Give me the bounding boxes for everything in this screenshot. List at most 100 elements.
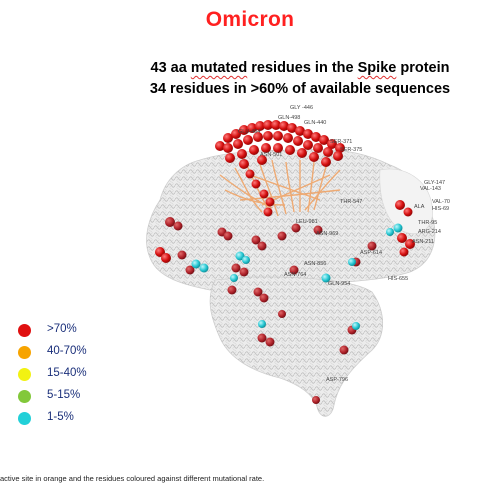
residue-sphere <box>230 274 238 282</box>
surface-lower-mesh <box>210 276 383 417</box>
residue-label: GLN-954 <box>328 281 350 287</box>
residue-sphere <box>321 273 331 283</box>
residue-label: ASN-969 <box>316 231 338 237</box>
residue-sphere <box>215 141 225 151</box>
residue-label: VAL-143 <box>420 186 441 192</box>
residue-label: HIS-655 <box>388 276 408 282</box>
residue-sphere <box>327 139 337 149</box>
strand <box>234 167 263 213</box>
residue-sphere <box>223 231 233 241</box>
residue-label: ALA <box>414 204 425 210</box>
residue-sphere <box>161 253 171 263</box>
residue-sphere <box>277 231 287 241</box>
residue-sphere <box>339 345 349 355</box>
residue-sphere <box>289 265 299 275</box>
residue-sphere <box>185 265 195 275</box>
residue-sphere <box>257 333 267 343</box>
residue-sphere <box>253 287 263 297</box>
legend-label: 1-5% <box>47 411 74 423</box>
strand <box>239 189 341 201</box>
legend-swatch <box>18 390 31 403</box>
residue-label: THR-95 <box>418 220 437 226</box>
residue-sphere <box>258 320 266 328</box>
residue-sphere <box>323 147 333 157</box>
mutation-spheres-scattered <box>155 200 415 404</box>
residue-label: ASN-501 <box>260 152 282 158</box>
strand <box>219 174 273 209</box>
residue-label: GLN-498 <box>278 115 300 121</box>
strand <box>224 189 286 206</box>
residue-sphere <box>223 133 233 143</box>
residue-sphere <box>293 136 303 146</box>
residue-label: LEU-981 <box>296 219 318 225</box>
legend-swatch <box>18 324 31 337</box>
residue-sphere <box>287 123 297 133</box>
residue-sphere <box>313 143 323 153</box>
residue-sphere <box>271 120 281 130</box>
residue-label: ASN-856 <box>304 261 326 267</box>
residue-sphere <box>265 197 275 207</box>
residue-label: ASP-796 <box>326 377 348 383</box>
legend-label: >70% <box>47 323 77 335</box>
residue-sphere <box>247 123 257 133</box>
surface-right-lobe <box>379 168 433 234</box>
residue-label: SER-371 <box>330 139 352 145</box>
residue-sphere <box>397 233 407 243</box>
residue-sphere <box>251 179 261 189</box>
residue-sphere <box>311 132 321 142</box>
residue-sphere <box>257 241 267 251</box>
residue-sphere <box>295 126 305 136</box>
residue-sphere <box>191 259 201 269</box>
residue-label: ASN-764 <box>284 272 306 278</box>
residue-sphere <box>297 148 307 158</box>
residue-sphere <box>386 228 394 236</box>
residue-sphere <box>237 149 247 159</box>
residue-sphere <box>253 132 263 142</box>
residue-sphere <box>399 247 409 257</box>
protein-surface <box>146 148 436 417</box>
residue-sphere <box>233 139 243 149</box>
residue-sphere <box>263 120 273 130</box>
residue-sphere <box>283 133 293 143</box>
residue-sphere <box>249 145 259 155</box>
strand <box>271 159 287 215</box>
residue-sphere <box>242 256 250 264</box>
subtitle-line-1: 43 aa mutated residues in the Spike prot… <box>0 60 500 76</box>
residue-sphere <box>352 322 360 330</box>
residue-sphere <box>279 121 289 131</box>
residue-sphere <box>313 225 323 235</box>
residue-sphere <box>223 143 233 153</box>
residue-label: THR-547 <box>340 199 362 205</box>
residue-sphere <box>173 221 183 231</box>
strand <box>304 169 341 211</box>
subtitle-part: residues in the <box>247 60 358 76</box>
legend-swatch <box>18 368 31 381</box>
strand <box>249 174 321 201</box>
residue-sphere <box>319 135 329 145</box>
legend-swatch <box>18 346 31 359</box>
residue-sphere <box>231 129 241 139</box>
residue-sphere <box>257 155 267 165</box>
subtitle-line-2: 34 residues in >60% of available sequenc… <box>149 81 451 97</box>
residue-sphere <box>348 258 356 266</box>
residue-sphere <box>199 263 209 273</box>
residue-label: ARG-214 <box>418 229 441 235</box>
residue-sphere <box>251 235 261 245</box>
low-rate-spheres <box>191 223 403 330</box>
residue-label: GLY -446 <box>290 105 313 111</box>
residue-sphere <box>278 310 286 318</box>
residue-sphere <box>255 121 265 131</box>
residue-label: SER-375 <box>340 147 362 153</box>
residue-sphere <box>403 207 413 217</box>
subtitle-part: 43 aa <box>150 60 191 76</box>
residue-sphere <box>395 200 405 210</box>
residue-sphere <box>225 153 235 163</box>
subtitle-part: mutated <box>190 60 248 76</box>
residue-sphere <box>321 157 331 167</box>
residue-sphere <box>165 217 175 227</box>
residue-sphere <box>231 263 241 273</box>
residue-sphere <box>285 145 295 155</box>
figure-caption: active site in orange and the residues c… <box>0 474 265 483</box>
residue-sphere <box>291 223 301 233</box>
legend-label: 5-15% <box>47 389 81 401</box>
